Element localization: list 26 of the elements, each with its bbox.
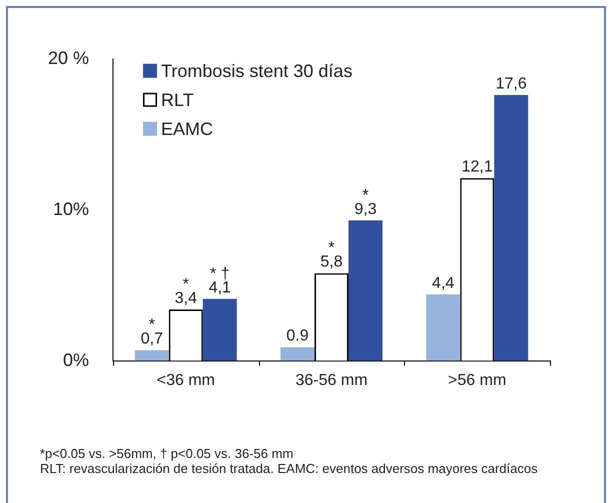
legend-label: EAMC	[161, 118, 214, 139]
x-tick-label: >56 mm	[448, 372, 506, 389]
text: *p<0.05 vs. >56mm, † p<0.05 vs. 36-56 mm	[40, 446, 294, 461]
data-label: * 3,4	[174, 276, 198, 307]
data-label: 4,4	[432, 274, 454, 292]
x-tick-label: 36-56 mm	[296, 372, 368, 389]
data-label: * 0,7	[140, 316, 164, 348]
bar	[134, 350, 169, 361]
data-label: 17,6	[496, 75, 527, 92]
data-label: 0.9	[286, 328, 309, 345]
data-label: * 5,8	[320, 240, 343, 271]
text: RLT: revascularización de tesión tratada. EAMC: eventos adversos mayores cardíacos	[40, 461, 539, 476]
y-tick-label: 10%	[52, 198, 90, 219]
data-label: 12,1	[462, 158, 493, 176]
bar	[280, 347, 315, 361]
y-tick-label: 20 %	[48, 48, 90, 68]
bar	[426, 294, 460, 361]
legend-label: RLT	[161, 90, 194, 110]
bar	[348, 220, 382, 361]
y-tick-label: 0%	[63, 350, 90, 370]
data-label: * † 4,1	[208, 265, 232, 296]
x-tick-label: <36 mm	[156, 372, 215, 389]
bar	[202, 298, 237, 361]
legend-label: Trombosis stent 30 días	[161, 60, 352, 81]
data-label: * 9,3	[354, 186, 377, 218]
bar	[494, 95, 528, 361]
